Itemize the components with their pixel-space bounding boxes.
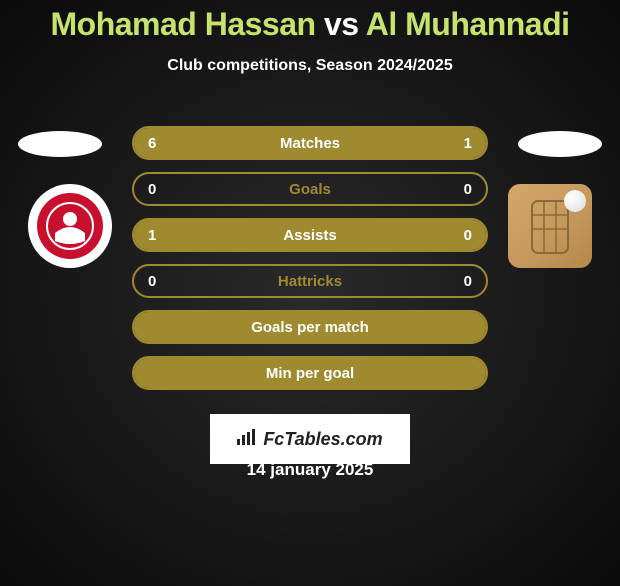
date-label: 14 january 2025 [0,460,620,480]
stat-row: Min per goal [132,356,488,390]
player2-avatar-placeholder [518,131,602,157]
stat-label: Hattricks [134,273,486,290]
vs-label: vs [324,6,359,42]
brand-badge[interactable]: FcTables.com [210,414,410,464]
football-icon [564,190,586,212]
stat-label: Goals per match [134,319,486,336]
club-crest-icon [37,193,103,259]
stat-row: 00Hattricks [132,264,488,298]
chart-icon [237,429,257,450]
stat-label: Assists [134,227,486,244]
stat-label: Goals [134,181,486,198]
comparison-title: Mohamad Hassan vs Al Muhannadi [0,6,620,43]
subtitle: Club competitions, Season 2024/2025 [0,57,620,75]
stat-label: Matches [134,135,486,152]
player2-club-logo [508,184,592,268]
brand-text: FcTables.com [263,429,382,450]
player1-club-logo [28,184,112,268]
player1-name: Mohamad Hassan [50,6,315,42]
stat-row: 00Goals [132,172,488,206]
stat-row: Goals per match [132,310,488,344]
stat-row: 61Matches [132,126,488,160]
stat-row: 10Assists [132,218,488,252]
player2-name: Al Muhannadi [366,6,570,42]
stat-label: Min per goal [134,365,486,382]
player1-avatar-placeholder [18,131,102,157]
stats-panel: 61Matches 00Goals 10Assists 00Hattricks Goal… [132,126,488,390]
